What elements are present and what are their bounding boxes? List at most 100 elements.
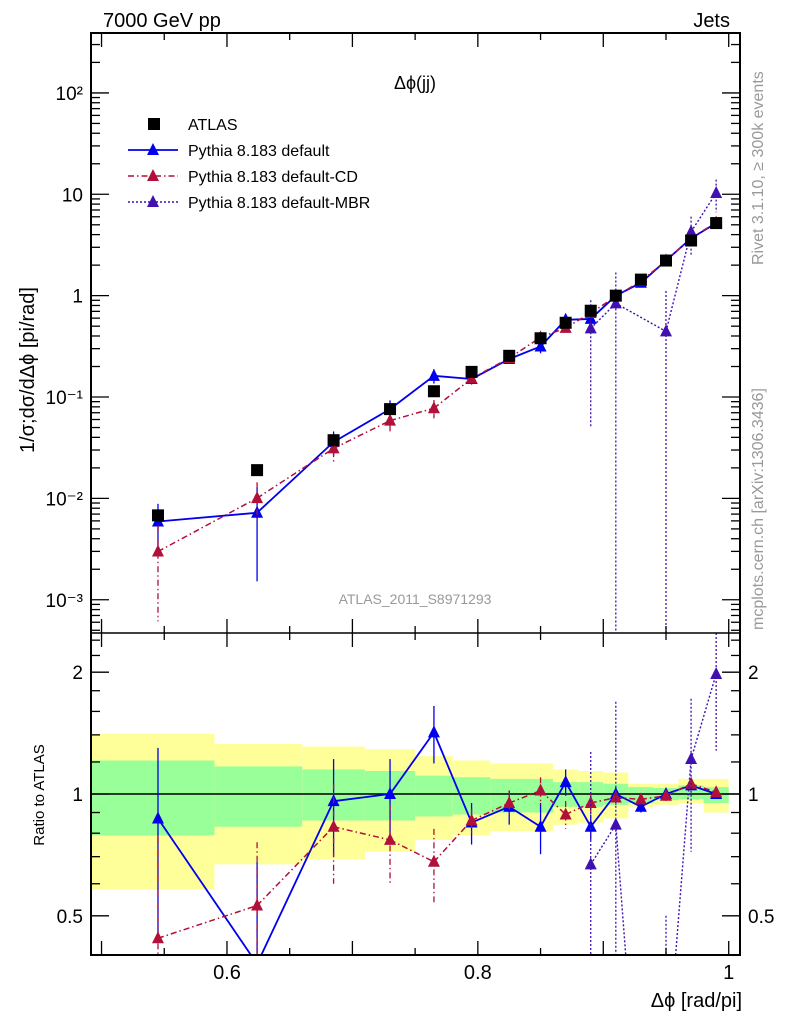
ratio-marker-cd bbox=[710, 785, 723, 798]
ratio-y-tick-label: 0.5 bbox=[57, 907, 83, 928]
mcplots-label: mcplots.cern.ch [arXiv:1306.3436] bbox=[750, 388, 767, 630]
ratio-marker-cd bbox=[534, 783, 547, 796]
ratio-line-cd bbox=[333, 826, 391, 841]
main-line-default bbox=[471, 358, 510, 380]
ratio-y-tick-label-right: 0.5 bbox=[748, 907, 774, 928]
main-line-default bbox=[433, 374, 472, 380]
atlas-data-point bbox=[685, 234, 698, 247]
ratio-marker-mbr bbox=[609, 817, 622, 830]
ratio-marker-default bbox=[559, 775, 572, 788]
atlas-data-point bbox=[327, 434, 340, 447]
ratio-y-tick-label: 2 bbox=[72, 663, 83, 684]
legend-marker-default bbox=[147, 143, 159, 155]
main-marker-cd bbox=[327, 441, 340, 454]
ratio-line-default bbox=[260, 800, 335, 955]
ratio-series bbox=[151, 633, 723, 955]
main-marker-cd bbox=[151, 544, 164, 557]
legend-label: Pythia 8.183 default-MBR bbox=[188, 195, 370, 212]
ratio-y-tick-label-right: 1 bbox=[748, 785, 759, 806]
analysis-id: ATLAS_2011_S8971293 bbox=[339, 591, 492, 607]
axes: 0.6 0.8 1 10⁻³ 10⁻² 10⁻¹ 1 10 10² 0.5 0.5 1 1 2 2 bbox=[46, 32, 774, 984]
main-line-cd bbox=[433, 377, 473, 409]
ratio-line-cd bbox=[640, 795, 667, 801]
atlas-data-point bbox=[659, 254, 672, 267]
ratio-line-default bbox=[433, 732, 473, 823]
atlas-data-point bbox=[427, 385, 440, 398]
ratio-line-cd bbox=[508, 789, 541, 804]
ratio-y-tick-label-right: 2 bbox=[748, 663, 759, 684]
atlas-data-point bbox=[465, 365, 478, 378]
main-marker-mbr bbox=[609, 296, 622, 309]
atlas-data-point bbox=[384, 403, 397, 416]
ratio-marker-cd bbox=[609, 790, 622, 803]
y-tick-label: 1 bbox=[72, 287, 83, 308]
main-marker-cd bbox=[427, 401, 440, 414]
ratio-line-default bbox=[471, 805, 510, 824]
atlas-data-point bbox=[534, 332, 547, 345]
ratio-marker-cd bbox=[427, 854, 440, 867]
x-tick-label: 0.6 bbox=[213, 962, 241, 984]
ratio-marker-cd bbox=[465, 813, 478, 826]
ratio-line-cd bbox=[157, 904, 258, 939]
ratio-marker-cd bbox=[559, 807, 572, 820]
main-line-mbr bbox=[590, 302, 617, 329]
ratio-marker-mbr bbox=[584, 857, 597, 870]
ratio-marker-cd bbox=[384, 832, 397, 845]
ratio-line-default bbox=[333, 793, 391, 803]
ratio-marker-default bbox=[384, 787, 397, 799]
legend-label: ATLAS bbox=[188, 117, 238, 134]
ratio-line-default bbox=[564, 781, 592, 828]
uncertainty-bands bbox=[91, 733, 740, 890]
header-right: Jets bbox=[693, 10, 730, 32]
ratio-marker-mbr bbox=[685, 752, 698, 765]
x-tick-label: 1 bbox=[723, 962, 734, 984]
ratio-marker-default bbox=[151, 811, 164, 824]
legend-label: Pythia 8.183 default bbox=[188, 143, 330, 160]
band-green-bin bbox=[415, 775, 453, 817]
main-marker-cd bbox=[251, 491, 264, 504]
ratio-marker-mbr bbox=[710, 666, 723, 679]
main-line-default bbox=[333, 408, 391, 443]
legend-marker-atlas bbox=[148, 118, 160, 130]
main-line-mbr bbox=[615, 302, 667, 333]
ratio-line-cd bbox=[615, 796, 641, 801]
ratio-line-mbr bbox=[674, 759, 692, 955]
main-line-cd bbox=[333, 419, 391, 450]
x-tick-label: 0.8 bbox=[464, 962, 492, 984]
main-line-default bbox=[256, 441, 335, 514]
main-marker-mbr bbox=[584, 321, 597, 334]
atlas-data-point bbox=[710, 217, 723, 230]
legend-label: Pythia 8.183 default-CD bbox=[188, 169, 358, 186]
main-line-default bbox=[389, 375, 435, 410]
y-tick-label: 10⁻² bbox=[46, 489, 84, 510]
main-y-label: 1/σ;dσ/dΔϕ [pi/rad] bbox=[17, 287, 39, 453]
ratio-line-default bbox=[157, 817, 252, 955]
ratio-y-tick-label: 1 bbox=[72, 785, 83, 806]
y-tick-label: 10² bbox=[56, 84, 83, 105]
atlas-data-point bbox=[609, 289, 622, 302]
legend: ATLAS Pythia 8.183 default Pythia 8.183 de… bbox=[128, 117, 370, 212]
header-left: 7000 GeV pp bbox=[103, 10, 221, 32]
main-marker-mbr bbox=[710, 186, 723, 199]
atlas-data-point bbox=[251, 464, 264, 477]
ratio-line-default bbox=[508, 805, 542, 828]
y-tick-label: 10⁻³ bbox=[46, 591, 84, 612]
ratio-line-default bbox=[539, 781, 567, 828]
ratio-marker-cd bbox=[634, 792, 647, 805]
ratio-line-default bbox=[389, 731, 435, 795]
atlas-data-point bbox=[634, 273, 647, 286]
ratio-marker-cd bbox=[151, 931, 164, 944]
atlas-data-point bbox=[559, 316, 572, 329]
band-green-bin bbox=[91, 760, 215, 836]
atlas-data-point bbox=[584, 304, 597, 317]
ratio-marker-default bbox=[634, 799, 647, 812]
legend-marker-mbr bbox=[147, 195, 159, 207]
atlas-data-point bbox=[151, 509, 164, 522]
ratio-line-mbr bbox=[690, 673, 717, 760]
legend-marker-cd bbox=[147, 169, 159, 181]
ratio-line-cd bbox=[389, 839, 435, 863]
ratio-marker-cd bbox=[584, 796, 597, 809]
ratio-marker-cd bbox=[659, 788, 672, 801]
ratio-marker-cd bbox=[327, 819, 340, 832]
